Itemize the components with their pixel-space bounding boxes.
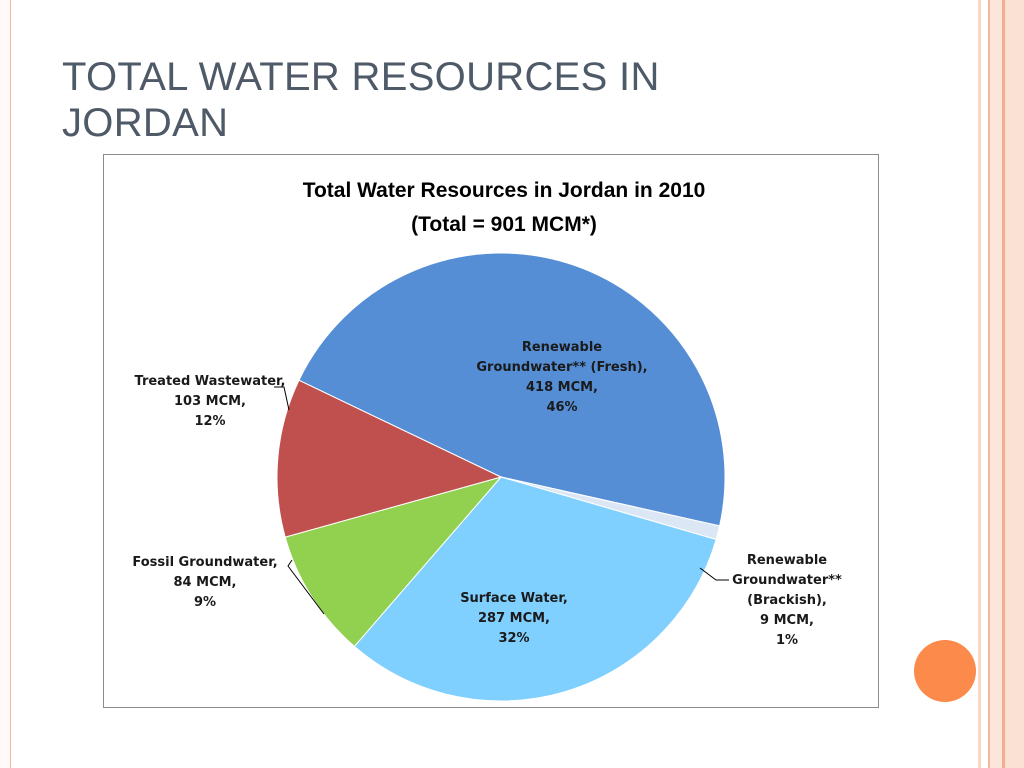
- right-stripe-decoration: [978, 0, 1024, 768]
- pie-chart-canvas: Total Water Resources in Jordan in 2010 …: [132, 179, 842, 702]
- slide-title: TOTAL WATER RESOURCES IN JORDAN: [62, 54, 782, 146]
- chart-title: Total Water Resources in Jordan in 2010: [303, 179, 706, 202]
- slice-label-renewable-brackish: Renewable Groundwater** (Brackish), 9 MCM, 1…: [732, 553, 842, 648]
- leader-line-renewable-brackish: [699, 567, 729, 581]
- chart-subtitle: (Total = 901 MCM*): [411, 213, 597, 236]
- slice-label-treated-wastewater: Treated Wastewater, 103 MCM, 12%: [135, 374, 286, 429]
- left-border-decoration: [0, 0, 11, 768]
- slide-title-line-2: JORDAN: [62, 101, 229, 145]
- slice-label-fossil-groundwater: Fossil Groundwater, 84 MCM, 9%: [132, 555, 277, 610]
- leader-line-treated-wastewater: [274, 386, 290, 411]
- leader-line-fossil-groundwater: [287, 559, 325, 615]
- slide-title-line-1: TOTAL WATER RESOURCES IN: [62, 55, 660, 99]
- pie-slice-renewable-fresh: [298, 252, 726, 527]
- accent-circle: [914, 640, 976, 702]
- slice-label-surface-water: Surface Water, 287 MCM, 32%: [460, 591, 568, 646]
- slice-labels: Renewable Groundwater** (Fresh), 418 MCM, 4…: [132, 340, 842, 648]
- pie-slice-fossil-groundwater: [284, 476, 503, 648]
- pie-slice-treated-wastewater: [276, 379, 503, 538]
- leader-lines: [274, 386, 729, 615]
- slice-label-renewable-fresh: Renewable Groundwater** (Fresh), 418 MCM, 4…: [476, 340, 647, 415]
- pie-slice-surface-water: [353, 476, 717, 702]
- pie-slices: [276, 252, 726, 702]
- pie-chart: Total Water Resources in Jordan in 2010 …: [103, 154, 879, 708]
